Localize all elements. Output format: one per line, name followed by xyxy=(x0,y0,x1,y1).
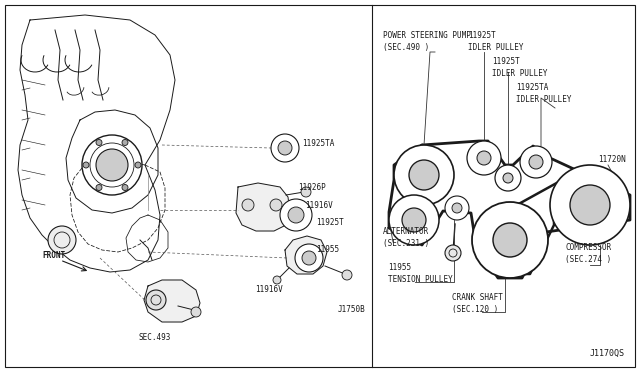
Circle shape xyxy=(242,199,254,211)
Circle shape xyxy=(278,141,292,155)
Text: 11916V: 11916V xyxy=(305,201,333,210)
Text: 11925T: 11925T xyxy=(492,57,520,66)
Text: CRANK SHAFT: CRANK SHAFT xyxy=(452,293,503,302)
Polygon shape xyxy=(236,183,290,231)
Polygon shape xyxy=(144,280,200,322)
Circle shape xyxy=(96,185,102,190)
Text: 11926P: 11926P xyxy=(298,183,326,192)
Circle shape xyxy=(280,199,312,231)
Circle shape xyxy=(288,207,304,223)
Circle shape xyxy=(273,276,281,284)
Text: SEC.493: SEC.493 xyxy=(139,333,171,342)
Circle shape xyxy=(570,185,610,225)
Text: 11720N: 11720N xyxy=(598,155,626,164)
Text: (SEC.490 ): (SEC.490 ) xyxy=(383,43,429,52)
Text: FRONT: FRONT xyxy=(42,251,65,260)
Text: (SEC.274 ): (SEC.274 ) xyxy=(565,255,611,264)
Circle shape xyxy=(83,162,89,168)
Circle shape xyxy=(472,202,548,278)
Circle shape xyxy=(477,151,491,165)
Circle shape xyxy=(529,155,543,169)
Circle shape xyxy=(409,160,439,190)
Circle shape xyxy=(394,145,454,205)
Text: IDLER PULLEY: IDLER PULLEY xyxy=(516,95,572,104)
Circle shape xyxy=(82,135,142,195)
Text: (SEC.120 ): (SEC.120 ) xyxy=(452,305,499,314)
Circle shape xyxy=(550,165,630,245)
Circle shape xyxy=(402,208,426,232)
Circle shape xyxy=(270,199,282,211)
Circle shape xyxy=(96,149,128,181)
Circle shape xyxy=(302,251,316,265)
Text: IDLER PULLEY: IDLER PULLEY xyxy=(468,43,524,52)
Circle shape xyxy=(48,226,76,254)
Text: POWER STEERING PUMP: POWER STEERING PUMP xyxy=(383,31,471,40)
Text: 11925T: 11925T xyxy=(468,31,496,40)
Polygon shape xyxy=(285,236,327,274)
Text: J1170QS: J1170QS xyxy=(590,349,625,358)
Text: ALTERNATOR: ALTERNATOR xyxy=(383,227,429,236)
Text: 11916V: 11916V xyxy=(255,285,283,294)
Circle shape xyxy=(445,196,469,220)
Circle shape xyxy=(495,165,521,191)
Text: 11925TA: 11925TA xyxy=(516,83,548,92)
Circle shape xyxy=(122,185,128,190)
Text: 11925TA: 11925TA xyxy=(302,139,334,148)
Circle shape xyxy=(122,140,128,145)
Circle shape xyxy=(452,203,462,213)
Circle shape xyxy=(389,195,439,245)
Text: COMPRESSOR: COMPRESSOR xyxy=(565,243,611,252)
Circle shape xyxy=(445,245,461,261)
Circle shape xyxy=(295,244,323,272)
Circle shape xyxy=(135,162,141,168)
Circle shape xyxy=(271,134,299,162)
Text: IDLER PULLEY: IDLER PULLEY xyxy=(492,69,547,78)
Circle shape xyxy=(342,270,352,280)
Text: 11955: 11955 xyxy=(316,245,339,254)
Circle shape xyxy=(493,223,527,257)
Circle shape xyxy=(467,141,501,175)
Text: TENSION PULLEY: TENSION PULLEY xyxy=(388,275,452,284)
Circle shape xyxy=(146,290,166,310)
Text: J1750B: J1750B xyxy=(338,305,365,314)
Text: (SEC.231 ): (SEC.231 ) xyxy=(383,239,429,248)
Text: 11955: 11955 xyxy=(388,263,411,272)
Circle shape xyxy=(301,187,311,197)
Circle shape xyxy=(96,140,102,145)
Circle shape xyxy=(503,173,513,183)
Circle shape xyxy=(520,146,552,178)
Circle shape xyxy=(191,307,201,317)
Text: 11925T: 11925T xyxy=(316,218,344,227)
